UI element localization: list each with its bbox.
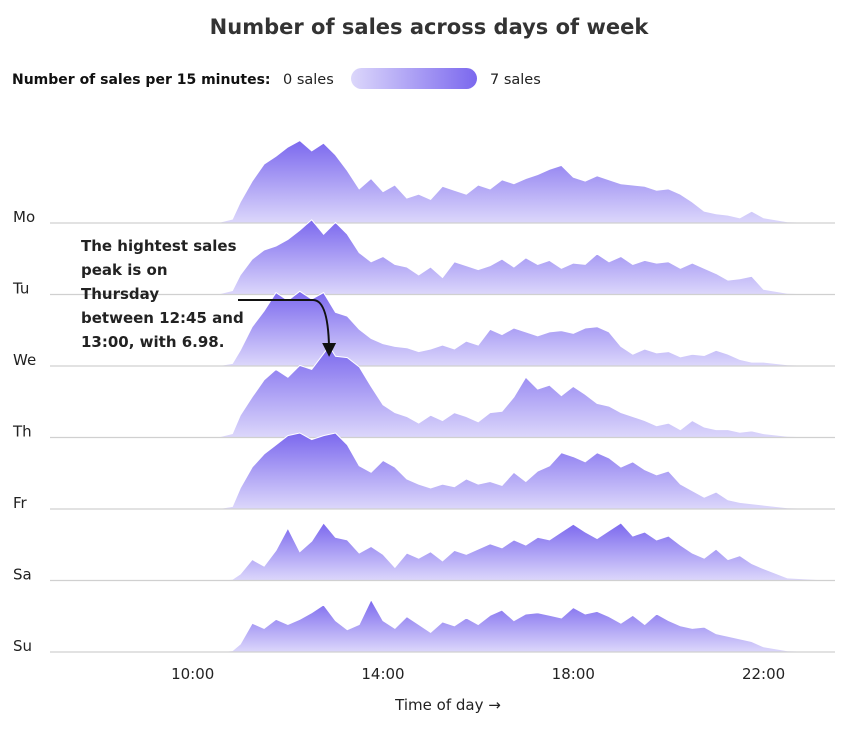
annotation-line: 13:00, with 6.98.: [81, 333, 224, 351]
annotation-arrow: [238, 299, 337, 357]
ridge-Sa: [50, 522, 836, 582]
ridge-Th: [50, 345, 836, 439]
day-labels: Mo Tu We Th Fr Sa Su: [12, 208, 36, 655]
ridge-Fr: [50, 432, 836, 510]
day-label-Fr: Fr: [13, 494, 28, 512]
ridge-area-Mo: [50, 139, 836, 224]
annotation-line: peak is on: [81, 261, 168, 279]
ridge-Tu: [50, 219, 836, 296]
x-tick-label: 18:00: [552, 665, 595, 683]
ridge-area-Fr: [50, 432, 836, 510]
legend-min-text: 0 sales: [283, 72, 334, 88]
x-axis-ticks: 10:00 14:00 18:00 22:00: [171, 665, 785, 683]
ridges: [50, 139, 836, 653]
day-label-Sa: Sa: [13, 566, 32, 584]
annotation-line: between 12:45 and: [81, 309, 244, 327]
ridge-area-We: [50, 290, 836, 367]
annotation: The hightest sales peak is on Thursday betw…: [81, 237, 337, 357]
annotation-text: The hightest sales peak is on Thursday betw…: [81, 237, 244, 351]
x-tick-label: 10:00: [171, 665, 214, 683]
chart-title: Number of sales across days of week: [210, 15, 650, 39]
ridge-area-Tu: [50, 219, 836, 295]
legend-gradient-bar: [351, 68, 477, 89]
annotation-line: Thursday: [81, 285, 159, 303]
legend: Number of sales per 15 minutes: 0 sales …: [12, 68, 541, 89]
annotation-line: The hightest sales: [81, 237, 237, 255]
x-tick-label: 14:00: [361, 665, 404, 683]
ridge-area-Th: [50, 345, 836, 438]
ridge-We: [50, 290, 836, 367]
legend-max-text: 7 sales: [490, 72, 541, 88]
day-label-We: We: [13, 351, 36, 369]
legend-label: Number of sales per 15 minutes:: [12, 72, 271, 88]
ridge-area-Sa: [50, 522, 836, 581]
ridge-Mo: [50, 139, 836, 224]
day-label-Tu: Tu: [12, 280, 29, 298]
day-label-Th: Th: [12, 423, 32, 441]
ridge-area-Su: [50, 598, 836, 653]
ridge-Su: [50, 598, 836, 653]
day-label-Mo: Mo: [13, 208, 35, 226]
x-tick-label: 22:00: [742, 665, 785, 683]
x-axis-title: Time of day →: [394, 696, 501, 714]
day-label-Su: Su: [13, 637, 32, 655]
